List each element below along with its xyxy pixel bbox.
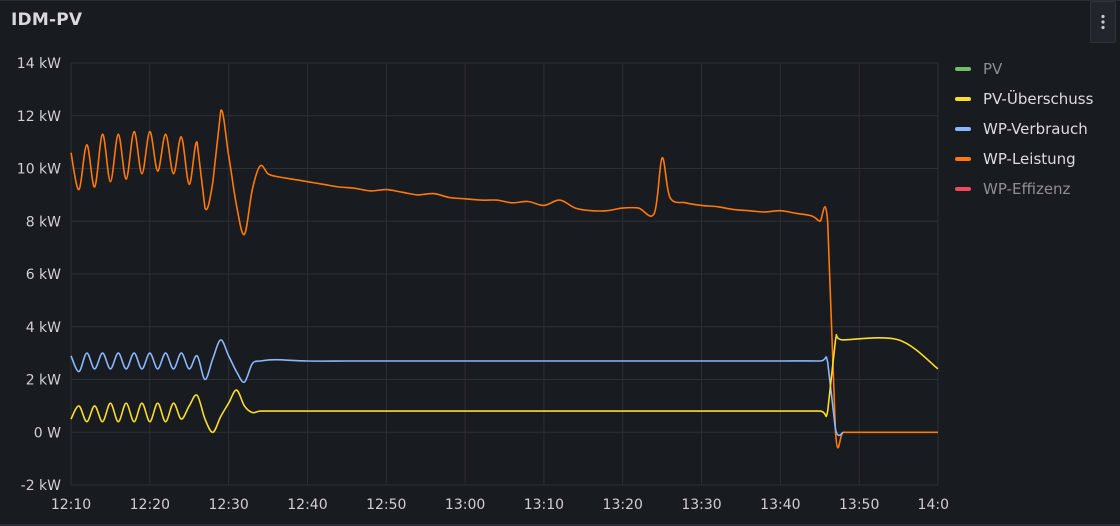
series-line-wp-verbrauch (70, 339, 845, 437)
legend-label: WP-Effizenz (983, 180, 1071, 198)
vertical-dots-icon (1101, 14, 1105, 30)
x-tick-label: 13:40 (760, 497, 800, 513)
legend-label: PV-Überschuss (983, 90, 1094, 108)
x-tick-label: 13:10 (524, 497, 564, 513)
x-tick-label: 13:30 (681, 497, 721, 513)
legend-swatch (955, 127, 971, 131)
legend-label: WP-Leistung (983, 150, 1076, 168)
panel-menu-button[interactable] (1090, 1, 1116, 43)
x-tick-label: 13:20 (603, 497, 643, 513)
legend-label: PV (983, 60, 1003, 78)
y-tick-label: 2 kW (26, 373, 61, 389)
x-tick-label: 12:30 (208, 497, 248, 513)
x-tick-label: 12:10 (51, 497, 91, 513)
legend-item[interactable]: WP-Leistung (955, 144, 1093, 174)
y-tick-label: 6 kW (26, 267, 61, 283)
x-tick-label: 12:50 (366, 497, 406, 513)
legend-swatch (955, 157, 971, 161)
x-tick-label: 12:20 (130, 497, 170, 513)
legend-label: WP-Verbrauch (983, 120, 1088, 138)
y-tick-label: 0 W (34, 425, 61, 441)
legend-item[interactable]: PV (955, 54, 1093, 84)
series-line-wp-leistung (70, 109, 938, 449)
x-tick-label: 13:50 (839, 497, 879, 513)
y-tick-label: 8 kW (26, 214, 61, 230)
y-tick-label: -2 kW (21, 478, 62, 494)
legend-swatch (955, 67, 971, 71)
line-chart: 14 kW 12 kW 10 kW 8 kW 6 kW 4 kW 2 kW 0 W -2 kW 1… (17, 56, 949, 513)
y-tick-label: 4 kW (26, 320, 61, 336)
x-tick-label: 13:00 (445, 497, 485, 513)
legend-item[interactable]: WP-Verbrauch (955, 114, 1093, 144)
y-tick-label: 12 kW (17, 109, 61, 125)
legend-item[interactable]: PV-Überschuss (955, 84, 1093, 114)
y-tick-label: 14 kW (17, 56, 61, 72)
y-tick-label: 10 kW (17, 162, 61, 178)
legend-swatch (955, 97, 971, 101)
chart-legend: PV PV-Überschuss WP-Verbrauch WP-Leistung WP… (955, 54, 1093, 204)
series-line-pv-berschuss (70, 333, 939, 434)
legend-item[interactable]: WP-Effizenz (955, 174, 1093, 204)
x-tick-label: 14:0 (918, 497, 949, 513)
legend-swatch (955, 187, 971, 191)
x-tick-label: 12:40 (287, 497, 327, 513)
panel-title: IDM-PV (11, 10, 83, 30)
